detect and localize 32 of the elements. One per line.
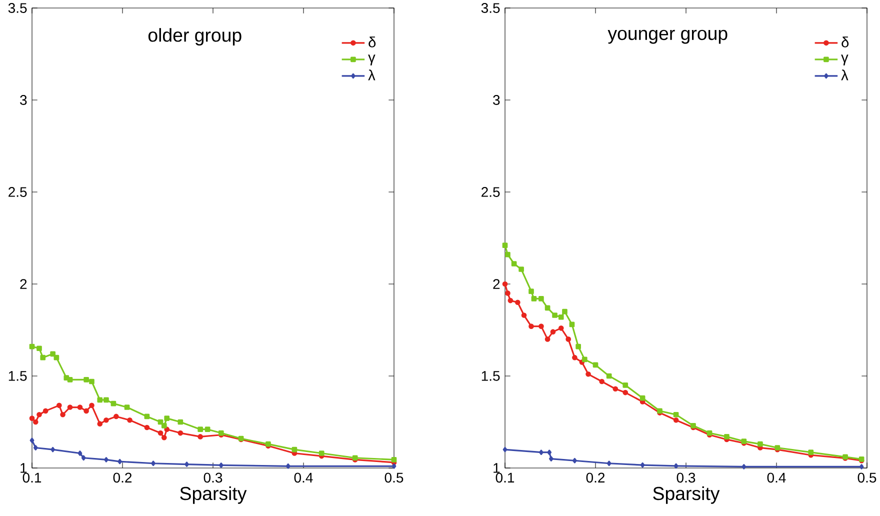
x-tick-label: 0.4 [294, 472, 313, 483]
y-tick-label: 2.5 [8, 187, 27, 197]
x-tick-label: 0.2 [113, 472, 132, 483]
y-tick-label: 3 [493, 95, 500, 105]
legend-label: δ [842, 36, 849, 48]
text: older group [148, 28, 242, 46]
y-tick-label: 3.5 [481, 3, 500, 13]
y-tick-label: 1.5 [8, 371, 27, 381]
legend-label: δ [368, 36, 376, 48]
x-tick-label: 0.4 [767, 472, 786, 483]
y-tick-label: 2 [493, 279, 500, 289]
x-axis-title: Sparsity [180, 486, 247, 504]
y-tick-label: 2.5 [482, 187, 500, 197]
y-tick-label: 1 [20, 463, 27, 473]
legend-label: γ [368, 54, 376, 66]
x-tick-label: 0.1 [496, 472, 514, 483]
x-tick-label: 0.5 [858, 472, 876, 483]
x-axis-title: Sparsity [653, 486, 720, 504]
x-tick-label: 0.5 [384, 472, 404, 483]
x-tick-label: 0.2 [586, 472, 605, 483]
x-tick-label: 0.3 [676, 472, 696, 483]
y-tick-label: 1 [494, 463, 500, 473]
text: younger group [608, 30, 728, 44]
y-tick-label: 3.5 [8, 3, 27, 13]
legend-label: λ [841, 70, 848, 80]
y-tick-label: 1.5 [482, 371, 500, 381]
x-tick-label: 0.1 [22, 472, 42, 483]
y-tick-label: 2 [20, 279, 27, 289]
legend-label: λ [368, 70, 376, 80]
y-tick-label: 3 [20, 95, 27, 105]
legend-label: γ [841, 54, 848, 66]
x-tick-label: 0.3 [204, 472, 222, 483]
